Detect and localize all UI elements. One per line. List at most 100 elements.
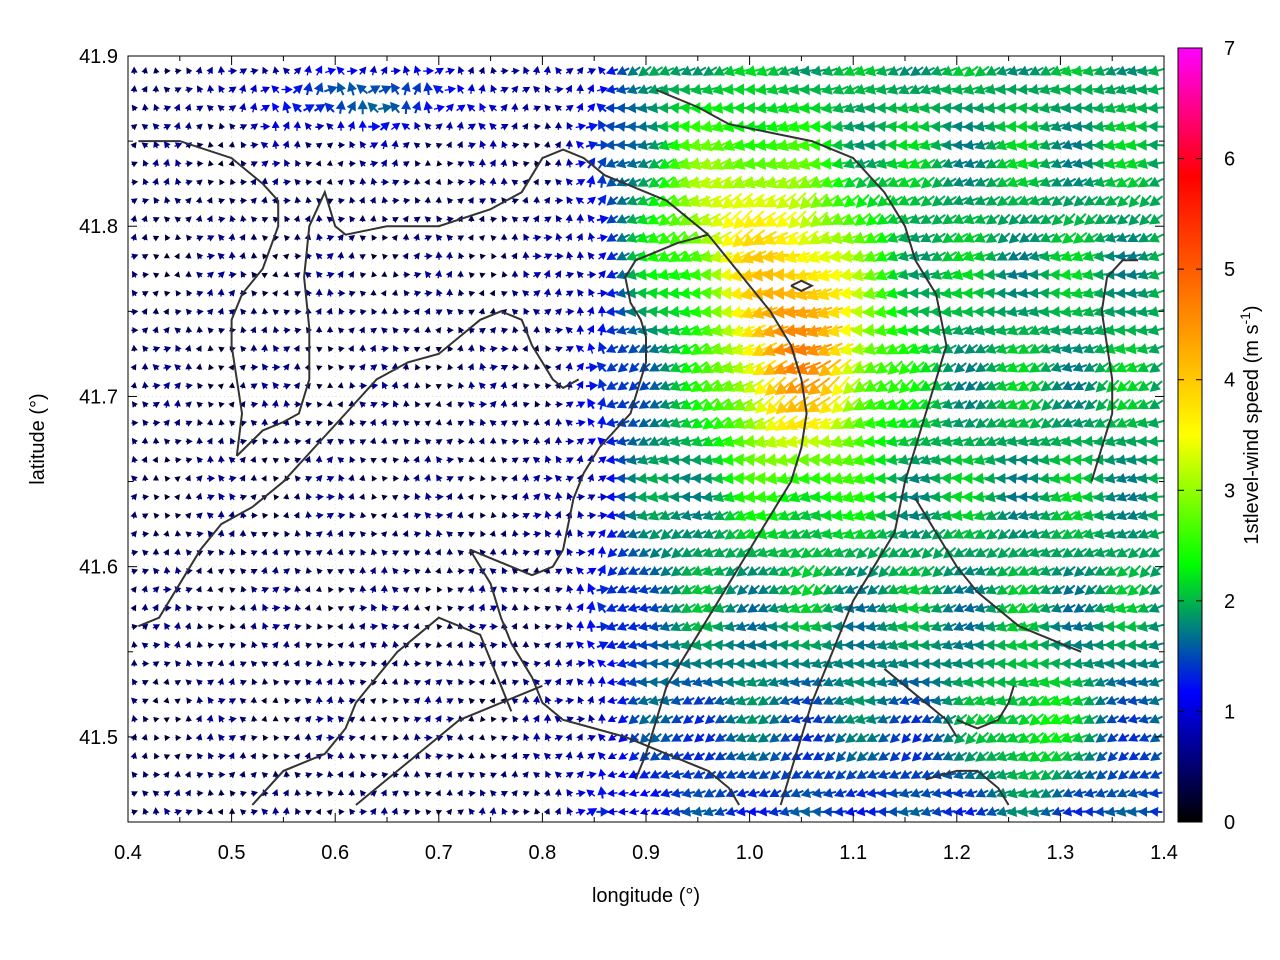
wind-arrow	[822, 695, 837, 705]
wind-arrow	[457, 567, 465, 575]
wind-arrow	[615, 325, 630, 335]
wind-arrow	[985, 510, 1001, 521]
wind-arrow	[457, 457, 465, 464]
wind-arrow	[315, 474, 323, 483]
wind-arrow	[1017, 584, 1034, 595]
wind-arrow	[315, 455, 323, 464]
wind-arrow	[617, 789, 629, 798]
wind-arrow	[543, 752, 552, 760]
wind-arrow	[326, 400, 333, 407]
wind-arrow	[392, 400, 400, 408]
wind-arrow	[736, 603, 750, 613]
wind-arrow	[184, 121, 192, 130]
wind-arrow	[899, 65, 913, 76]
wind-arrow	[1138, 232, 1153, 243]
wind-arrow	[282, 640, 290, 649]
wind-arrow	[294, 679, 302, 686]
wind-arrow	[1007, 251, 1022, 261]
wind-arrow	[196, 679, 203, 686]
wind-arrow	[522, 790, 530, 797]
wind-arrow	[511, 529, 519, 538]
wind-arrow	[898, 547, 914, 558]
wind-arrow	[789, 676, 805, 688]
y-axis-label: latitude (°)	[27, 393, 49, 484]
wind-arrow	[975, 399, 990, 410]
wind-arrow	[501, 494, 508, 501]
wind-arrow	[606, 529, 618, 538]
wind-arrow	[435, 309, 443, 316]
wind-arrow	[424, 734, 433, 742]
wind-arrow	[1082, 287, 1100, 299]
wind-arrow	[142, 159, 149, 167]
wind-arrow	[446, 698, 454, 705]
wind-arrow	[800, 788, 815, 798]
wind-arrow	[973, 509, 991, 521]
wind-arrow	[163, 771, 170, 779]
wind-arrow	[382, 381, 389, 390]
wind-arrow	[186, 697, 193, 705]
wind-arrow	[588, 288, 596, 298]
wind-arrow	[467, 493, 474, 501]
wind-arrow	[605, 455, 619, 465]
wind-arrow	[1027, 83, 1045, 95]
wind-arrow	[712, 416, 730, 430]
wind-arrow	[918, 602, 936, 614]
wind-arrow	[587, 68, 597, 75]
wind-arrow	[576, 66, 584, 75]
wind-arrow	[218, 549, 225, 556]
wind-arrow	[586, 306, 595, 317]
wind-arrow	[693, 751, 706, 761]
wind-arrow	[511, 679, 520, 686]
wind-arrow	[544, 732, 552, 742]
wind-arrow	[490, 271, 497, 278]
wind-arrow	[523, 383, 530, 390]
wind-arrow	[702, 528, 718, 539]
wind-arrow	[723, 65, 741, 77]
wind-arrow	[174, 177, 182, 186]
wind-arrow	[370, 364, 378, 372]
colorbar-tick-label: 0	[1224, 812, 1235, 834]
wind-arrow	[714, 769, 728, 779]
wind-arrow	[349, 419, 356, 426]
wind-arrow	[1105, 195, 1121, 206]
wind-arrow	[284, 530, 291, 538]
wind-arrow	[565, 178, 574, 186]
wind-arrow	[501, 475, 508, 483]
wind-arrow	[185, 160, 194, 168]
wind-arrow	[930, 343, 947, 354]
wind-arrow	[576, 306, 585, 316]
wind-arrow	[1115, 102, 1132, 114]
wind-arrow	[628, 807, 640, 816]
wind-arrow	[184, 103, 192, 112]
wind-arrow	[597, 475, 607, 483]
wind-arrow	[832, 102, 849, 114]
wind-arrow	[424, 567, 432, 574]
wind-arrow	[649, 751, 662, 761]
wind-arrow	[522, 345, 528, 352]
wind-arrow	[941, 658, 957, 669]
wind-arrow	[305, 809, 312, 816]
wind-arrow	[596, 85, 609, 94]
wind-arrow	[886, 602, 904, 614]
wind-arrow	[799, 528, 816, 539]
wind-arrow	[371, 271, 378, 278]
wind-arrow	[131, 289, 138, 297]
wind-arrow	[587, 531, 596, 538]
wind-arrow	[854, 713, 871, 725]
wind-arrow	[1029, 713, 1045, 726]
wind-arrow	[163, 326, 170, 334]
wind-arrow	[173, 121, 181, 131]
wind-arrow	[965, 362, 978, 373]
wind-arrow	[973, 120, 990, 132]
wind-arrow	[1006, 435, 1023, 447]
wind-arrow	[637, 640, 652, 650]
wind-arrow	[217, 568, 225, 575]
wind-arrow	[142, 660, 150, 667]
wind-arrow	[326, 288, 334, 297]
wind-arrow	[679, 380, 697, 391]
wind-arrow	[501, 457, 508, 464]
wind-arrow	[799, 620, 817, 633]
wind-arrow	[670, 695, 685, 706]
wind-arrow	[337, 696, 345, 705]
